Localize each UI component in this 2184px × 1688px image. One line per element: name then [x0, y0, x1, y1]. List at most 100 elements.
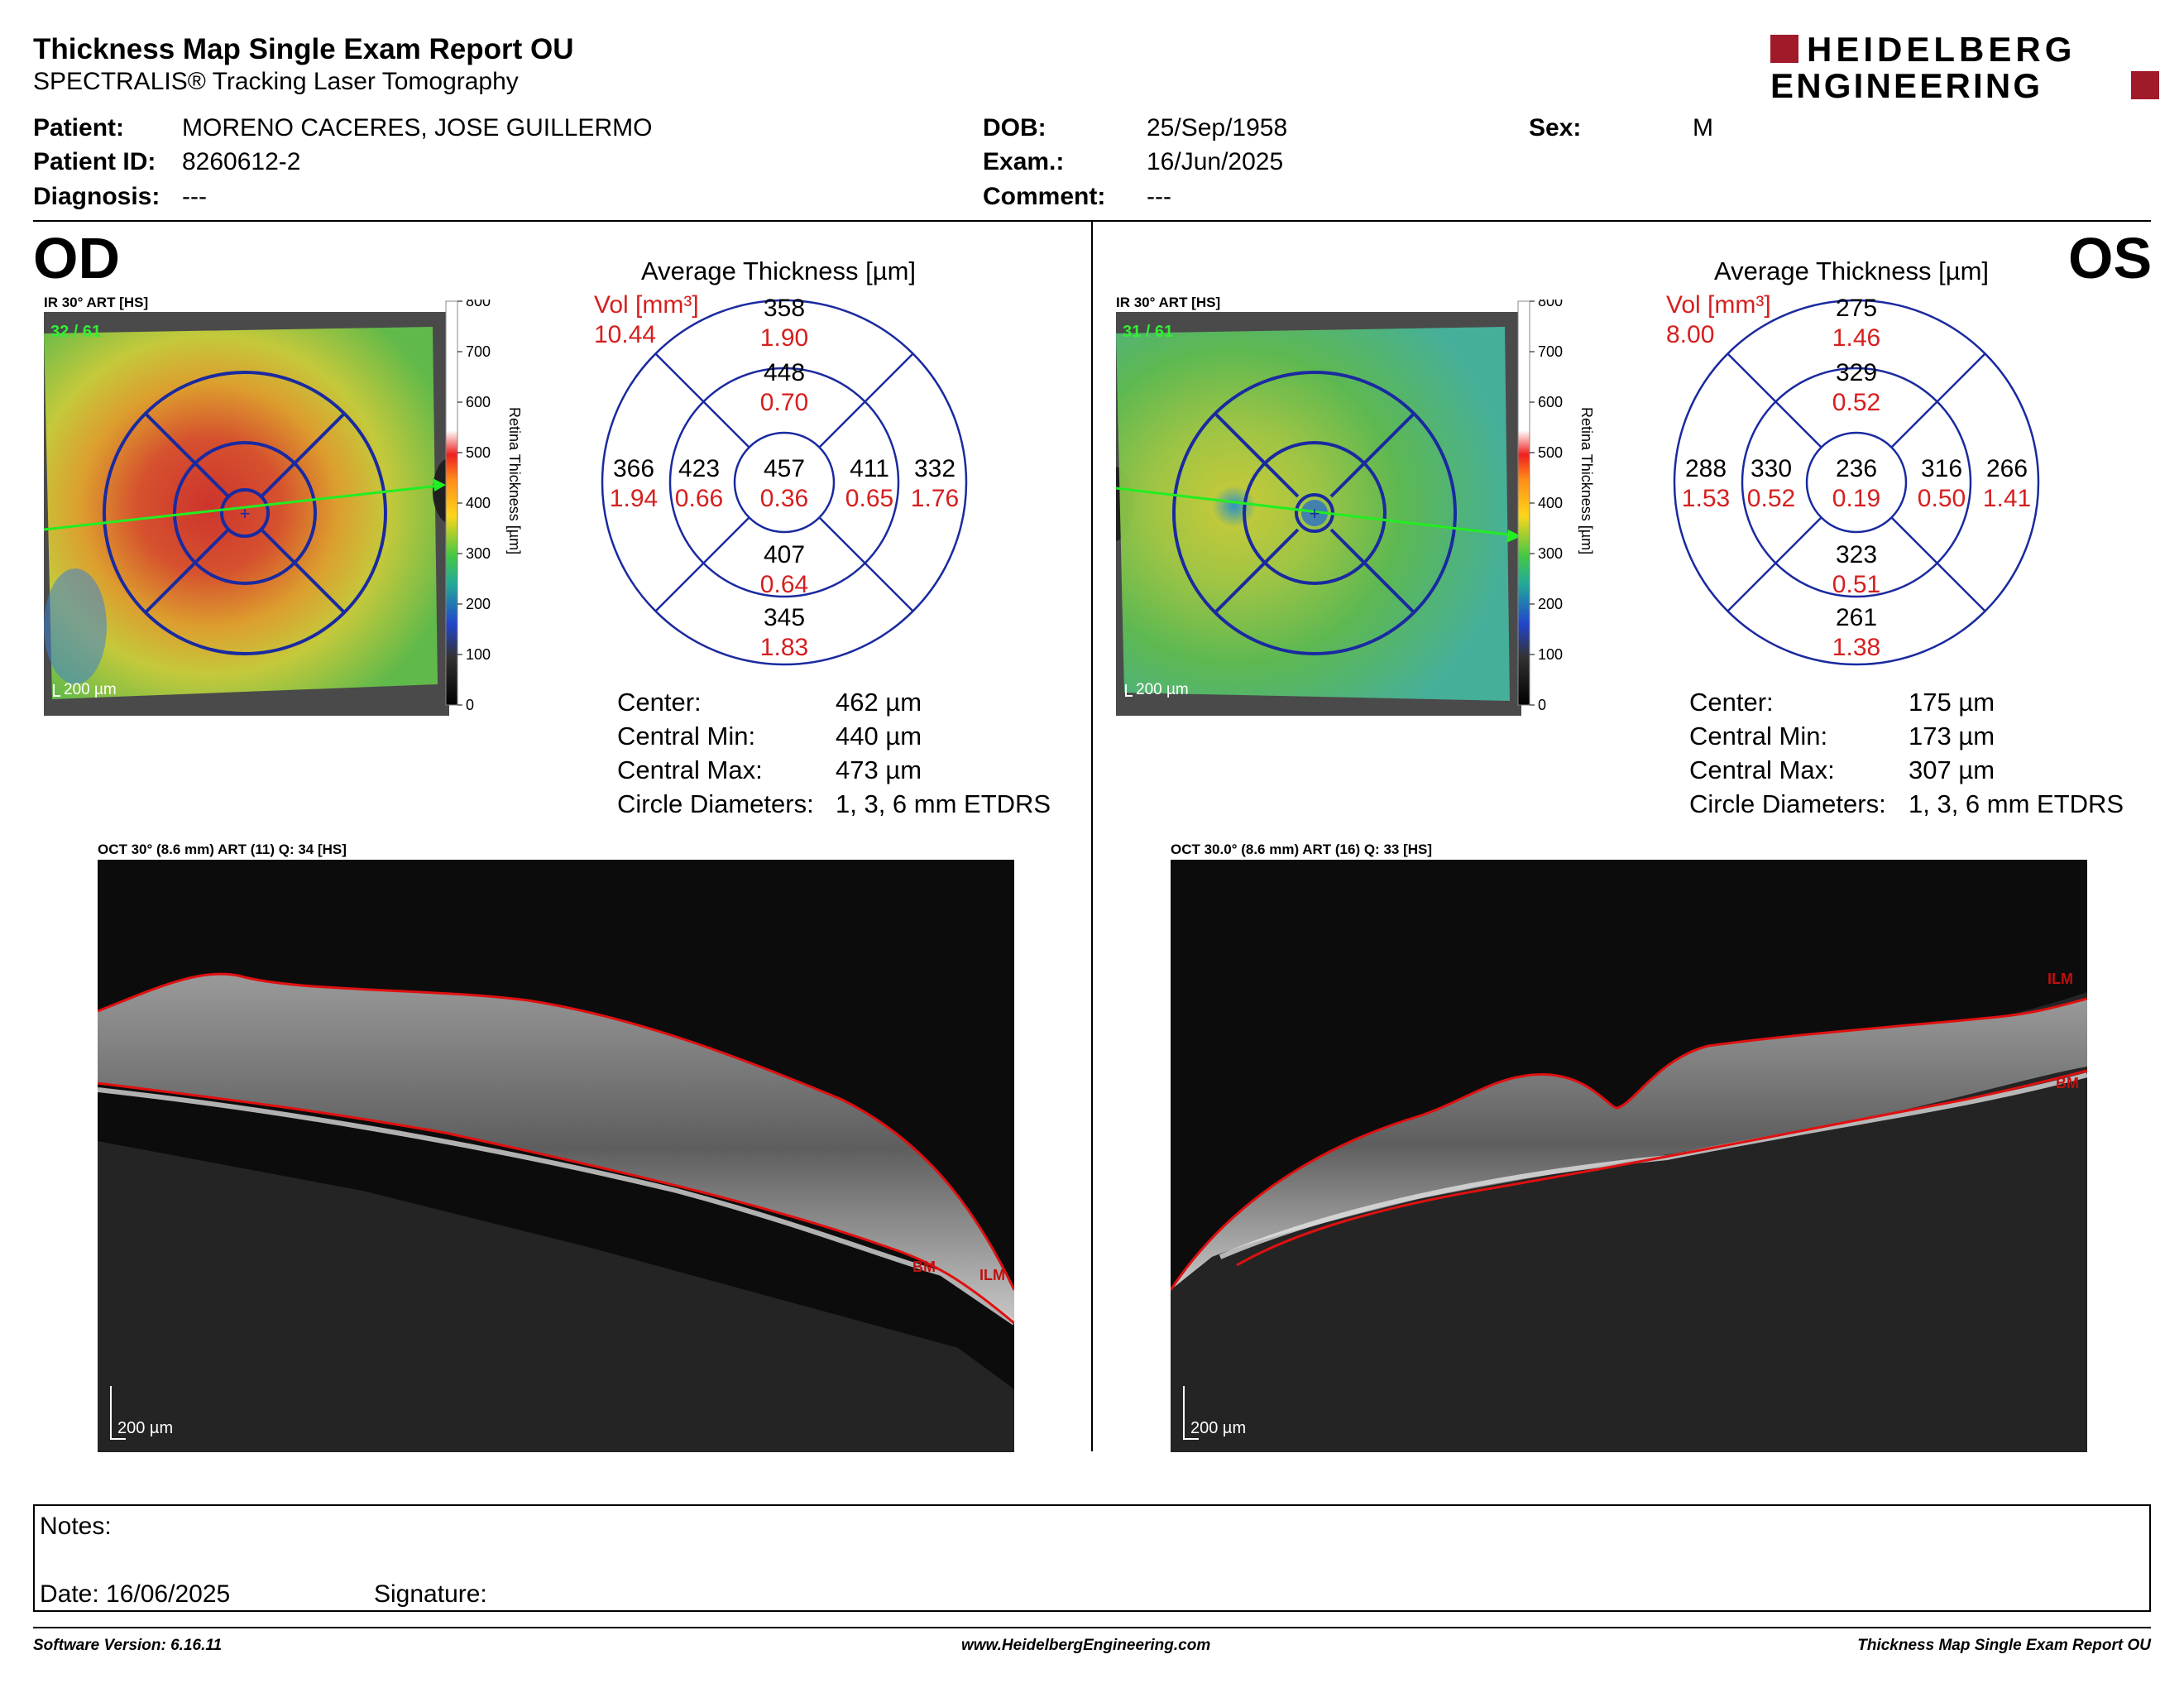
- os-outer-left-volume: 1.53: [1682, 485, 1730, 512]
- os-colorbar-tick-label: 300: [1538, 545, 1563, 562]
- os-inner-sup-thickness: 329: [1836, 359, 1877, 386]
- os-outer-inf-volume: 1.38: [1832, 634, 1880, 661]
- os-max-value: 307 µm: [1909, 755, 1995, 784]
- od-diam-label: Circle Diameters:: [617, 789, 814, 818]
- od-inner-left-thickness: 423: [678, 455, 720, 482]
- od-oct-label: OCT 30° (8.6 mm) ART (11) Q: 34 [HS]: [98, 842, 347, 857]
- os-vol-value: 8.00: [1666, 321, 1715, 348]
- date-label: Date: 16/06/2025: [40, 1580, 231, 1608]
- svg-text:200 µm: 200 µm: [1190, 1419, 1246, 1437]
- od-inner-sup-thickness: 448: [764, 359, 805, 386]
- od-colorbar-tick-label: 200: [466, 596, 491, 612]
- od-max-label: Central Max:: [617, 755, 763, 784]
- od-outer-inf-thickness: 345: [764, 604, 805, 631]
- sex: M: [1693, 114, 1713, 141]
- exam-date: 16/Jun/2025: [1147, 148, 1284, 175]
- dob: 25/Sep/1958: [1147, 114, 1288, 141]
- od-vol-value: 10.44: [594, 321, 657, 348]
- os-colorbar-tick-label: 100: [1538, 646, 1563, 663]
- eye-divider: [1091, 222, 1093, 1451]
- os-colorbar-tick-label: 400: [1538, 495, 1563, 511]
- od-inner-left-volume: 0.66: [675, 485, 723, 512]
- od-min-label: Central Min:: [617, 722, 756, 750]
- od-inner-inf-volume: 0.64: [760, 571, 808, 598]
- svg-text:Retina Thickness [µm]: Retina Thickness [µm]: [506, 407, 523, 554]
- od-oct-scan: BM ILM 200 µm: [98, 860, 1014, 1452]
- od-min-value: 440 µm: [836, 722, 922, 750]
- footer-report-name: Thickness Map Single Exam Report OU: [1857, 1637, 2151, 1654]
- software-version: Software Version: 6.16.11: [33, 1637, 223, 1654]
- os-outer-sup-volume: 1.46: [1832, 324, 1880, 352]
- od-max-value: 473 µm: [836, 755, 922, 784]
- svg-text:200 µm: 200 µm: [1136, 681, 1189, 698]
- svg-text:31 / 61: 31 / 61: [1123, 323, 1173, 341]
- comment: ---: [1147, 183, 1171, 210]
- os-inner-inf-thickness: 323: [1836, 541, 1877, 568]
- os-colorbar-tick-label: 500: [1538, 444, 1563, 461]
- od-center-value: 462 µm: [836, 688, 922, 717]
- os-inner-sup-volume: 0.52: [1832, 389, 1880, 416]
- od-center-thickness: 457: [764, 455, 805, 482]
- od-inner-right-volume: 0.65: [845, 485, 893, 512]
- od-colorbar-tick-label: 0: [466, 697, 474, 713]
- os-oct-scan: ILM BM 200 µm: [1171, 860, 2087, 1452]
- heidelberg-logo: HEIDELBERG ENGINEERING: [1770, 31, 2159, 103]
- od-diam-value: 1, 3, 6 mm ETDRS: [836, 789, 1051, 818]
- os-ir-label: IR 30° ART [HS]: [1116, 295, 1221, 310]
- svg-text:ILM: ILM: [979, 1267, 1005, 1283]
- website-link[interactable]: www.HeidelbergEngineering.com: [961, 1637, 1211, 1654]
- os-inner-left-volume: 0.52: [1747, 485, 1795, 512]
- report-subtitle: SPECTRALIS® Tracking Laser Tomography: [33, 68, 519, 95]
- svg-text:+: +: [1310, 503, 1320, 524]
- signature-label: Signature:: [374, 1580, 487, 1608]
- od-avg-title: Average Thickness [µm]: [641, 257, 917, 285]
- od-ir-label: IR 30° ART [HS]: [44, 295, 149, 310]
- od-inner-inf-thickness: 407: [764, 541, 805, 568]
- os-max-label: Central Max:: [1689, 755, 1835, 784]
- od-colorbar-tick-label: 500: [466, 444, 491, 461]
- svg-text:ENGINEERING: ENGINEERING: [1770, 66, 2043, 103]
- os-avg-title: Average Thickness [µm]: [1714, 257, 1990, 285]
- diagnosis-label: Diagnosis:: [33, 183, 160, 210]
- patient-label: Patient:: [33, 114, 125, 141]
- footer-divider: [33, 1627, 2151, 1628]
- os-inner-right-volume: 0.50: [1918, 485, 1966, 512]
- os-outer-right-volume: 1.41: [1983, 485, 2031, 512]
- os-vol-label: Vol [mm³]: [1666, 291, 1771, 319]
- os-thickness-map: + 31 / 61 200 µm: [1116, 312, 1521, 716]
- os-outer-left-thickness: 288: [1685, 455, 1727, 482]
- os-inner-right-thickness: 316: [1921, 455, 1962, 482]
- notes-box[interactable]: [33, 1504, 2151, 1612]
- os-center-value: 175 µm: [1909, 688, 1995, 717]
- od-colorbar-tick-label: 100: [466, 646, 491, 663]
- od-outer-right-volume: 1.76: [911, 485, 959, 512]
- os-center-thickness: 236: [1836, 455, 1877, 482]
- svg-text:Retina Thickness [µm]: Retina Thickness [µm]: [1578, 407, 1595, 554]
- patient-name: MORENO CACERES, JOSE GUILLERMO: [182, 114, 653, 141]
- os-center-volume: 0.19: [1832, 485, 1880, 512]
- os-eye-label: OS: [2068, 226, 2153, 290]
- svg-text:200 µm: 200 µm: [64, 681, 117, 698]
- header-divider: [33, 220, 2151, 222]
- od-inner-right-thickness: 411: [850, 455, 889, 482]
- os-colorbar-tick-label: 200: [1538, 596, 1563, 612]
- os-diam-label: Circle Diameters:: [1689, 789, 1886, 818]
- os-outer-inf-thickness: 261: [1836, 604, 1877, 631]
- os-colorbar-tick-label: 800: [1538, 300, 1563, 309]
- od-colorbar-tick-label: 600: [466, 394, 491, 410]
- os-colorbar-tick-label: 600: [1538, 394, 1563, 410]
- notes-label: Notes:: [40, 1513, 112, 1540]
- od-inner-sup-volume: 0.70: [760, 389, 808, 416]
- os-colorbar: 800 700 600 500 400 300 200 100 0 Retina Thickne…: [1517, 300, 1595, 713]
- od-center-label: Center:: [617, 688, 702, 717]
- os-etdrs-grid: 275 1.46 329 0.52 236 0.19 330 0.52 316 …: [1673, 295, 2040, 666]
- od-outer-left-volume: 1.94: [610, 485, 658, 512]
- svg-text:BM: BM: [912, 1259, 936, 1275]
- os-center-label: Center:: [1689, 688, 1774, 717]
- patient-id-label: Patient ID:: [33, 148, 156, 175]
- sex-label: Sex:: [1529, 114, 1582, 141]
- os-inner-left-thickness: 330: [1751, 455, 1792, 482]
- od-colorbar-tick-label: 700: [466, 343, 491, 360]
- od-outer-sup-volume: 1.90: [760, 324, 808, 352]
- patient-id: 8260612-2: [182, 148, 301, 175]
